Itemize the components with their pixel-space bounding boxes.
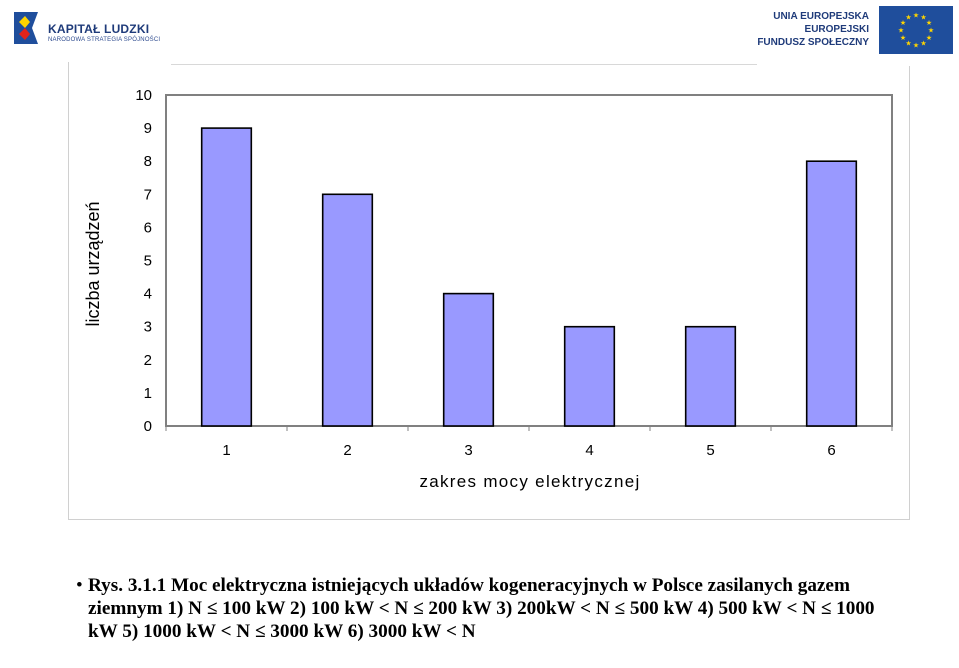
x-tick-label: 1 bbox=[222, 442, 230, 459]
eu-star-icon: ★ bbox=[920, 39, 926, 47]
panel-gap bbox=[757, 58, 912, 66]
caption-bullet: • bbox=[76, 575, 83, 596]
x-tick-label: 2 bbox=[343, 442, 351, 459]
bar bbox=[684, 325, 737, 427]
bar bbox=[321, 193, 374, 427]
eu-star-icon: ★ bbox=[898, 27, 904, 35]
eu-star-icon: ★ bbox=[913, 12, 919, 20]
page-header: KAPITAŁ LUDZKI NARODOWA STRATEGIA SPÓJNO… bbox=[0, 0, 959, 62]
y-tick-label: 1 bbox=[144, 385, 152, 402]
kapital-ludzki-subtitle: NARODOWA STRATEGIA SPÓJNOŚCI bbox=[48, 37, 161, 43]
eu-star-icon: ★ bbox=[913, 42, 919, 50]
eu-star-icon: ★ bbox=[905, 39, 911, 47]
bar bbox=[442, 292, 495, 427]
x-tick-label: 6 bbox=[827, 442, 835, 459]
eu-star-icon: ★ bbox=[905, 14, 911, 22]
y-tick-label: 8 bbox=[144, 153, 152, 170]
x-tick-label: 3 bbox=[464, 442, 472, 459]
y-tick-label: 9 bbox=[144, 120, 152, 137]
kapital-ludzki-logo: KAPITAŁ LUDZKI NARODOWA STRATEGIA SPÓJNO… bbox=[10, 8, 180, 50]
eu-star-icon: ★ bbox=[926, 19, 932, 27]
figure-caption: • Rys. 3.1.1 Moc elektryczna istniejącyc… bbox=[76, 574, 888, 643]
eu-star-icon: ★ bbox=[900, 34, 906, 42]
eu-logo-line-3: FUNDUSZ SPOŁECZNY bbox=[757, 37, 869, 48]
eu-star-icon: ★ bbox=[926, 34, 932, 42]
bar bbox=[563, 325, 616, 427]
eu-logo-line-1: UNIA EUROPEJSKA bbox=[773, 11, 869, 22]
caption-text: Rys. 3.1.1 Moc elektryczna istniejących … bbox=[88, 575, 875, 642]
y-tick-label: 3 bbox=[144, 319, 152, 336]
x-tick-label: 4 bbox=[585, 442, 593, 459]
y-axis-label: liczba urządzeń bbox=[83, 201, 103, 327]
chart-panel bbox=[68, 62, 910, 520]
eu-logo-text: UNIA EUROPEJSKA EUROPEJSKI FUNDUSZ SPOŁE… bbox=[757, 10, 869, 49]
y-tick-label: 10 bbox=[135, 87, 152, 104]
y-tick-label: 7 bbox=[144, 186, 152, 203]
x-tick-label: 5 bbox=[706, 442, 714, 459]
x-axis-label: zakres mocy elektrycznej bbox=[419, 472, 641, 491]
bar bbox=[200, 127, 253, 427]
eu-flag-icon: ★★★★★★★★★ ★ ★★ bbox=[879, 6, 953, 54]
y-tick-label: 5 bbox=[144, 253, 152, 270]
eu-star-icon: ★ bbox=[900, 19, 906, 27]
eu-logo: UNIA EUROPEJSKA EUROPEJSKI FUNDUSZ SPOŁE… bbox=[757, 6, 953, 54]
bar bbox=[805, 160, 858, 427]
y-tick-label: 0 bbox=[144, 418, 152, 435]
kapital-ludzki-icon bbox=[10, 8, 42, 48]
eu-star-icon: ★ bbox=[920, 14, 926, 22]
y-tick-label: 6 bbox=[144, 219, 152, 236]
y-tick-label: 2 bbox=[144, 352, 152, 369]
chart-top-rule bbox=[171, 64, 757, 65]
kapital-ludzki-title: KAPITAŁ LUDZKI bbox=[48, 22, 150, 36]
eu-logo-line-2: EUROPEJSKI bbox=[804, 24, 869, 35]
y-tick-label: 4 bbox=[144, 286, 152, 303]
plot-area bbox=[165, 94, 893, 427]
eu-star-icon: ★ bbox=[928, 27, 934, 35]
